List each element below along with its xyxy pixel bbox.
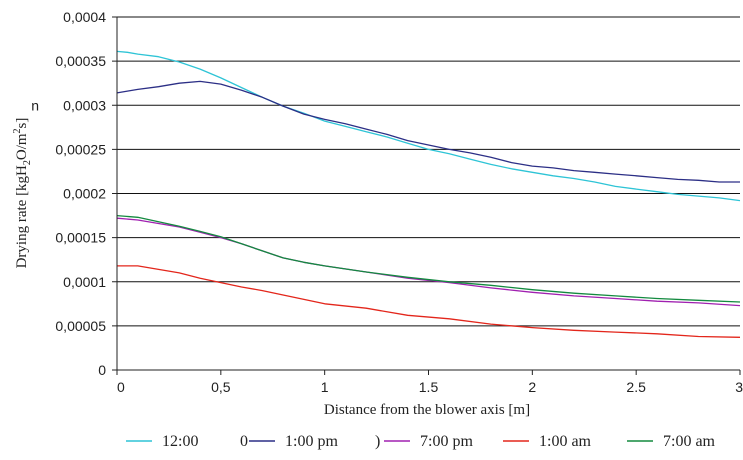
legend-item: 1:00 am [503, 433, 592, 450]
y-tick-label: 0,0001 [63, 274, 106, 290]
legend-label: 7:00 am [663, 433, 716, 450]
x-tick-label: 2 [528, 379, 536, 395]
y-tick-label: 0,00005 [55, 318, 106, 334]
legend-label: 12:00 [162, 433, 198, 450]
legend-label: 1:00 am [539, 433, 592, 450]
x-tick-label: 0,5 [211, 379, 231, 395]
y-tick-label: 0 [98, 362, 106, 378]
y-tick-label: 0,00035 [55, 53, 106, 69]
y-axis-title-superscript: 2 [12, 128, 23, 133]
series-line-4 [116, 214, 741, 303]
x-tick-label: 2.5 [626, 379, 646, 395]
legend-item: ) 7:00 pm [375, 433, 473, 450]
y-tick-label: 0,0003 [63, 97, 106, 113]
y-axis-title-part: s] [14, 118, 30, 129]
series-line-0 [116, 50, 741, 202]
y-tick-prefix: n [31, 97, 39, 113]
x-tick-label: 1 [321, 379, 329, 395]
y-axis-title-part: O/m [14, 133, 30, 160]
y-tick-label: 0,0002 [63, 186, 106, 202]
legend-item: 7:00 am [627, 433, 716, 450]
x-tick-label: 1.5 [419, 379, 439, 395]
series-line-1 [116, 80, 740, 183]
x-tick-label: 0 [117, 379, 125, 395]
series-line-2 [116, 217, 741, 307]
y-tick-label: 0,00015 [55, 230, 106, 246]
legend-marker-glyph: 0 [240, 433, 248, 450]
series-lines [116, 50, 741, 338]
x-tick-labels: 0 0,5 1 1.5 2 2.5 3 [116, 370, 743, 395]
legend-item: 0 1:00 pm [240, 433, 338, 450]
legend-label: 7:00 pm [420, 433, 473, 450]
y-tick-labels: 0 0,00005 0,0001 0,00015 0,0002 0,00025 0,0003… [31, 9, 117, 378]
y-axis-title-part: Drying rate [kgH [14, 165, 30, 268]
y-axis-title-subscript: 2 [22, 160, 33, 165]
y-axis-title: Drying rate [kgH2O/m2s] [12, 118, 33, 269]
legend: 12:00 0 1:00 pm) 7:00 pm 1:00 am 7:00 am [126, 433, 716, 450]
legend-label: 1:00 pm [285, 433, 338, 450]
series-line-3 [117, 265, 741, 338]
y-tick-label: 0,0004 [63, 9, 106, 25]
x-tick-label: 3 [735, 379, 743, 395]
legend-marker-glyph: ) [375, 433, 380, 450]
legend-item: 12:00 [126, 433, 198, 450]
x-axis-title: Distance from the blower axis [m] [324, 402, 530, 418]
y-tick-label: 0,00025 [55, 141, 106, 157]
